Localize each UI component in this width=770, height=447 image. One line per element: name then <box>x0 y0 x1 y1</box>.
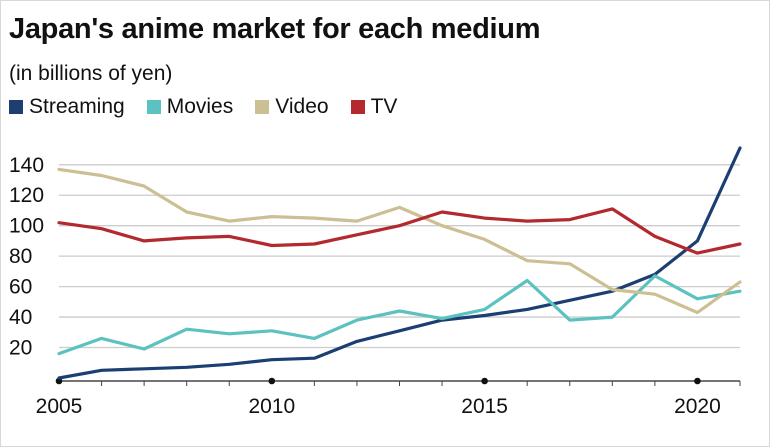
x-tick-label-2010: 2010 <box>248 395 295 418</box>
series-line-movies <box>57 274 742 356</box>
series-line-tv <box>57 207 742 255</box>
series-line-streaming <box>57 146 742 380</box>
y-tick-label-40: 40 <box>9 306 32 329</box>
legend-swatch-movies <box>146 100 161 114</box>
legend-swatch-streaming <box>9 100 23 114</box>
legend-item-movies: Movies <box>146 95 234 119</box>
legend-label-tv: TV <box>370 95 398 118</box>
legend-swatch-tv <box>350 100 365 114</box>
legend-item-streaming: Streaming <box>9 95 125 119</box>
x-tick-label-2005: 2005 <box>36 395 83 418</box>
x-major-tick-2010 <box>268 377 276 385</box>
x-tick-label-2015: 2015 <box>461 395 508 418</box>
legend-label-streaming: Streaming <box>29 95 125 118</box>
chart-subtitle: (in billions of yen) <box>9 62 173 85</box>
y-tick-label-60: 60 <box>9 276 32 299</box>
legend-swatch-video <box>255 100 270 114</box>
x-tick-label-2020: 2020 <box>674 395 721 418</box>
x-major-tick-2015 <box>481 377 488 385</box>
series-line-video <box>57 167 742 315</box>
y-tick-label-20: 20 <box>9 337 32 360</box>
x-major-tick-2005 <box>55 377 63 385</box>
legend-item-video: Video <box>255 95 329 119</box>
y-tick-label-120: 120 <box>9 184 44 207</box>
chart-title: Japan's anime market for each medium <box>9 13 541 45</box>
legend-item-tv: TV <box>350 95 398 119</box>
y-tick-label-80: 80 <box>9 245 32 268</box>
y-tick-label-100: 100 <box>9 215 44 238</box>
y-tick-label-140: 140 <box>9 154 44 177</box>
legend-label-movies: Movies <box>166 95 234 118</box>
chart-legend: Streaming Movies Video TV <box>9 95 419 119</box>
x-major-tick-2020 <box>694 377 701 385</box>
legend-label-video: Video <box>275 95 329 118</box>
